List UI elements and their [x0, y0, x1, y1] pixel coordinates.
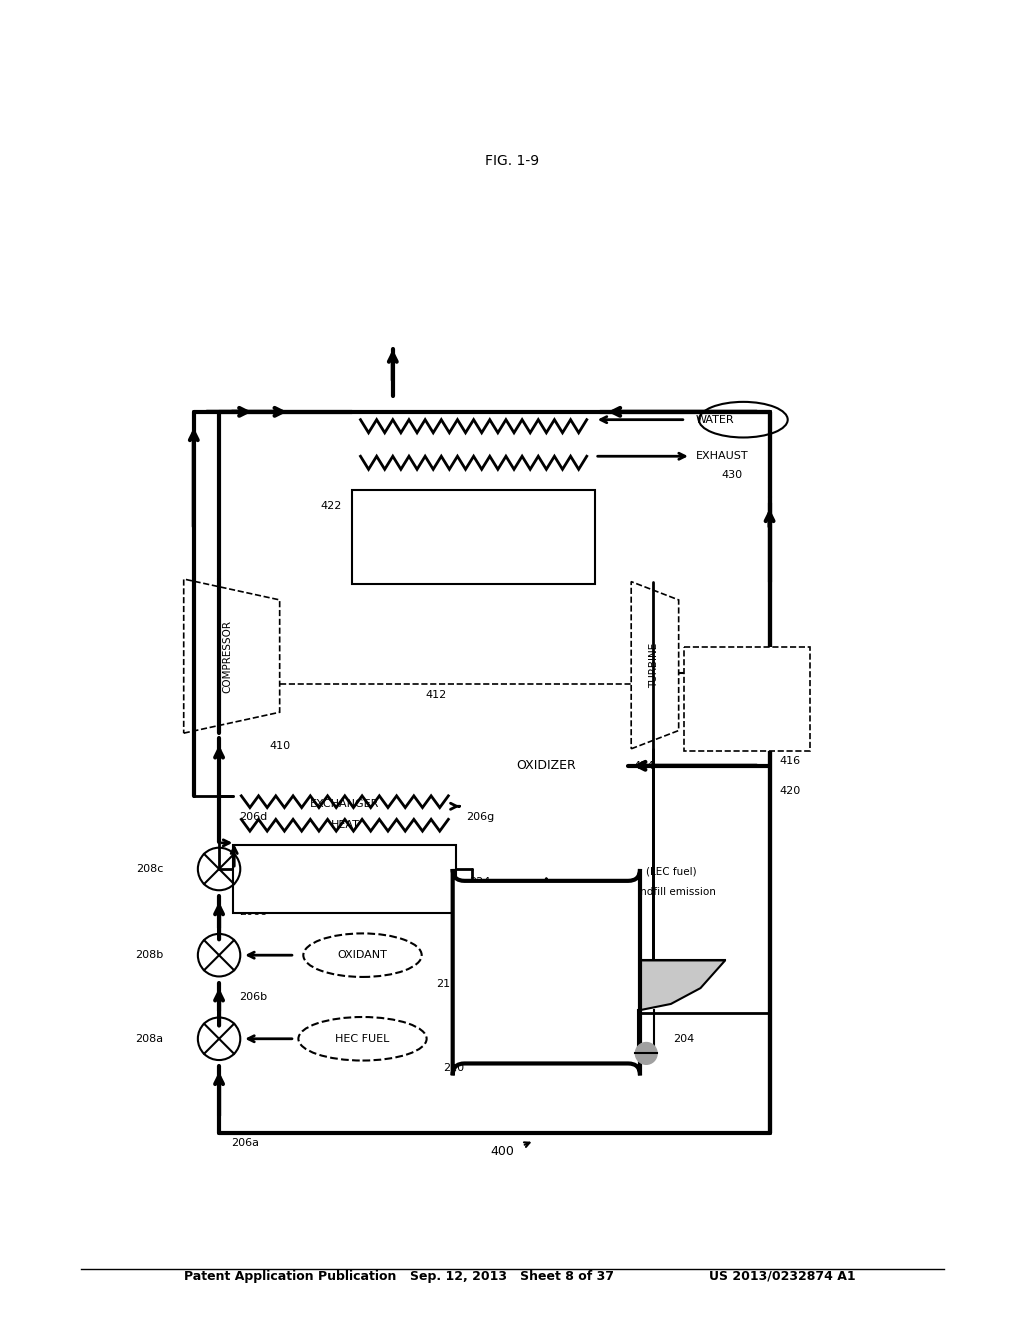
- Text: COMPRESSOR: COMPRESSOR: [222, 619, 232, 693]
- FancyBboxPatch shape: [453, 869, 640, 1076]
- Text: 400: 400: [489, 1144, 514, 1158]
- Text: 210: 210: [443, 1063, 465, 1073]
- Text: 206g: 206g: [467, 812, 495, 822]
- Text: 208c: 208c: [136, 865, 164, 874]
- Text: 214: 214: [386, 882, 407, 892]
- Polygon shape: [631, 582, 679, 748]
- Text: 416: 416: [779, 755, 801, 766]
- Bar: [233, 846, 457, 913]
- Text: 422: 422: [321, 500, 342, 511]
- Text: 226: 226: [525, 887, 547, 898]
- Text: GENERATOR: GENERATOR: [713, 694, 780, 704]
- Text: OXIDANT: OXIDANT: [338, 950, 387, 960]
- Text: WATER: WATER: [696, 414, 734, 425]
- Text: US 2013/0232874 A1: US 2013/0232874 A1: [709, 1270, 855, 1283]
- Text: HEAT: HEAT: [459, 513, 488, 524]
- Text: Sep. 12, 2013   Sheet 8 of 37: Sep. 12, 2013 Sheet 8 of 37: [410, 1270, 614, 1283]
- Text: 204: 204: [674, 1034, 695, 1044]
- Text: 202: 202: [524, 942, 546, 952]
- Text: 206c: 206c: [240, 907, 266, 917]
- Text: 212: 212: [436, 979, 458, 989]
- Text: HEC FUEL: HEC FUEL: [335, 1034, 390, 1044]
- Text: EXCHANGER: EXCHANGER: [439, 495, 508, 506]
- Text: TURBINE: TURBINE: [649, 643, 659, 688]
- Text: FIG. 1-9: FIG. 1-9: [485, 154, 539, 168]
- Text: EXCHANGER: EXCHANGER: [310, 799, 380, 809]
- Text: 206f: 206f: [231, 869, 256, 879]
- Text: 430: 430: [721, 470, 742, 479]
- Text: Landfill emission: Landfill emission: [628, 887, 716, 898]
- Text: DILUENT: DILUENT: [276, 882, 325, 892]
- Text: 412: 412: [426, 690, 446, 701]
- Text: 414: 414: [633, 760, 654, 771]
- Bar: [352, 490, 595, 585]
- Text: 410: 410: [269, 742, 291, 751]
- Text: HEAT: HEAT: [331, 820, 359, 829]
- Text: Patent Application Publication: Patent Application Publication: [183, 1270, 396, 1283]
- Text: 224: 224: [470, 876, 490, 887]
- Text: 206d: 206d: [240, 812, 267, 822]
- Polygon shape: [183, 579, 280, 733]
- Text: 418: 418: [248, 854, 268, 863]
- Text: 208a: 208a: [135, 1034, 164, 1044]
- Polygon shape: [557, 961, 725, 1010]
- Text: 420: 420: [779, 785, 801, 796]
- Text: 206b: 206b: [240, 991, 267, 1002]
- Text: OXIDIZER: OXIDIZER: [516, 759, 577, 772]
- Text: (LEC fuel): (LEC fuel): [646, 867, 697, 876]
- Text: 208b: 208b: [135, 950, 164, 960]
- Bar: [684, 647, 810, 751]
- Text: 206a: 206a: [231, 1138, 259, 1148]
- Circle shape: [635, 1043, 657, 1064]
- Text: EXHAUST: EXHAUST: [696, 451, 749, 461]
